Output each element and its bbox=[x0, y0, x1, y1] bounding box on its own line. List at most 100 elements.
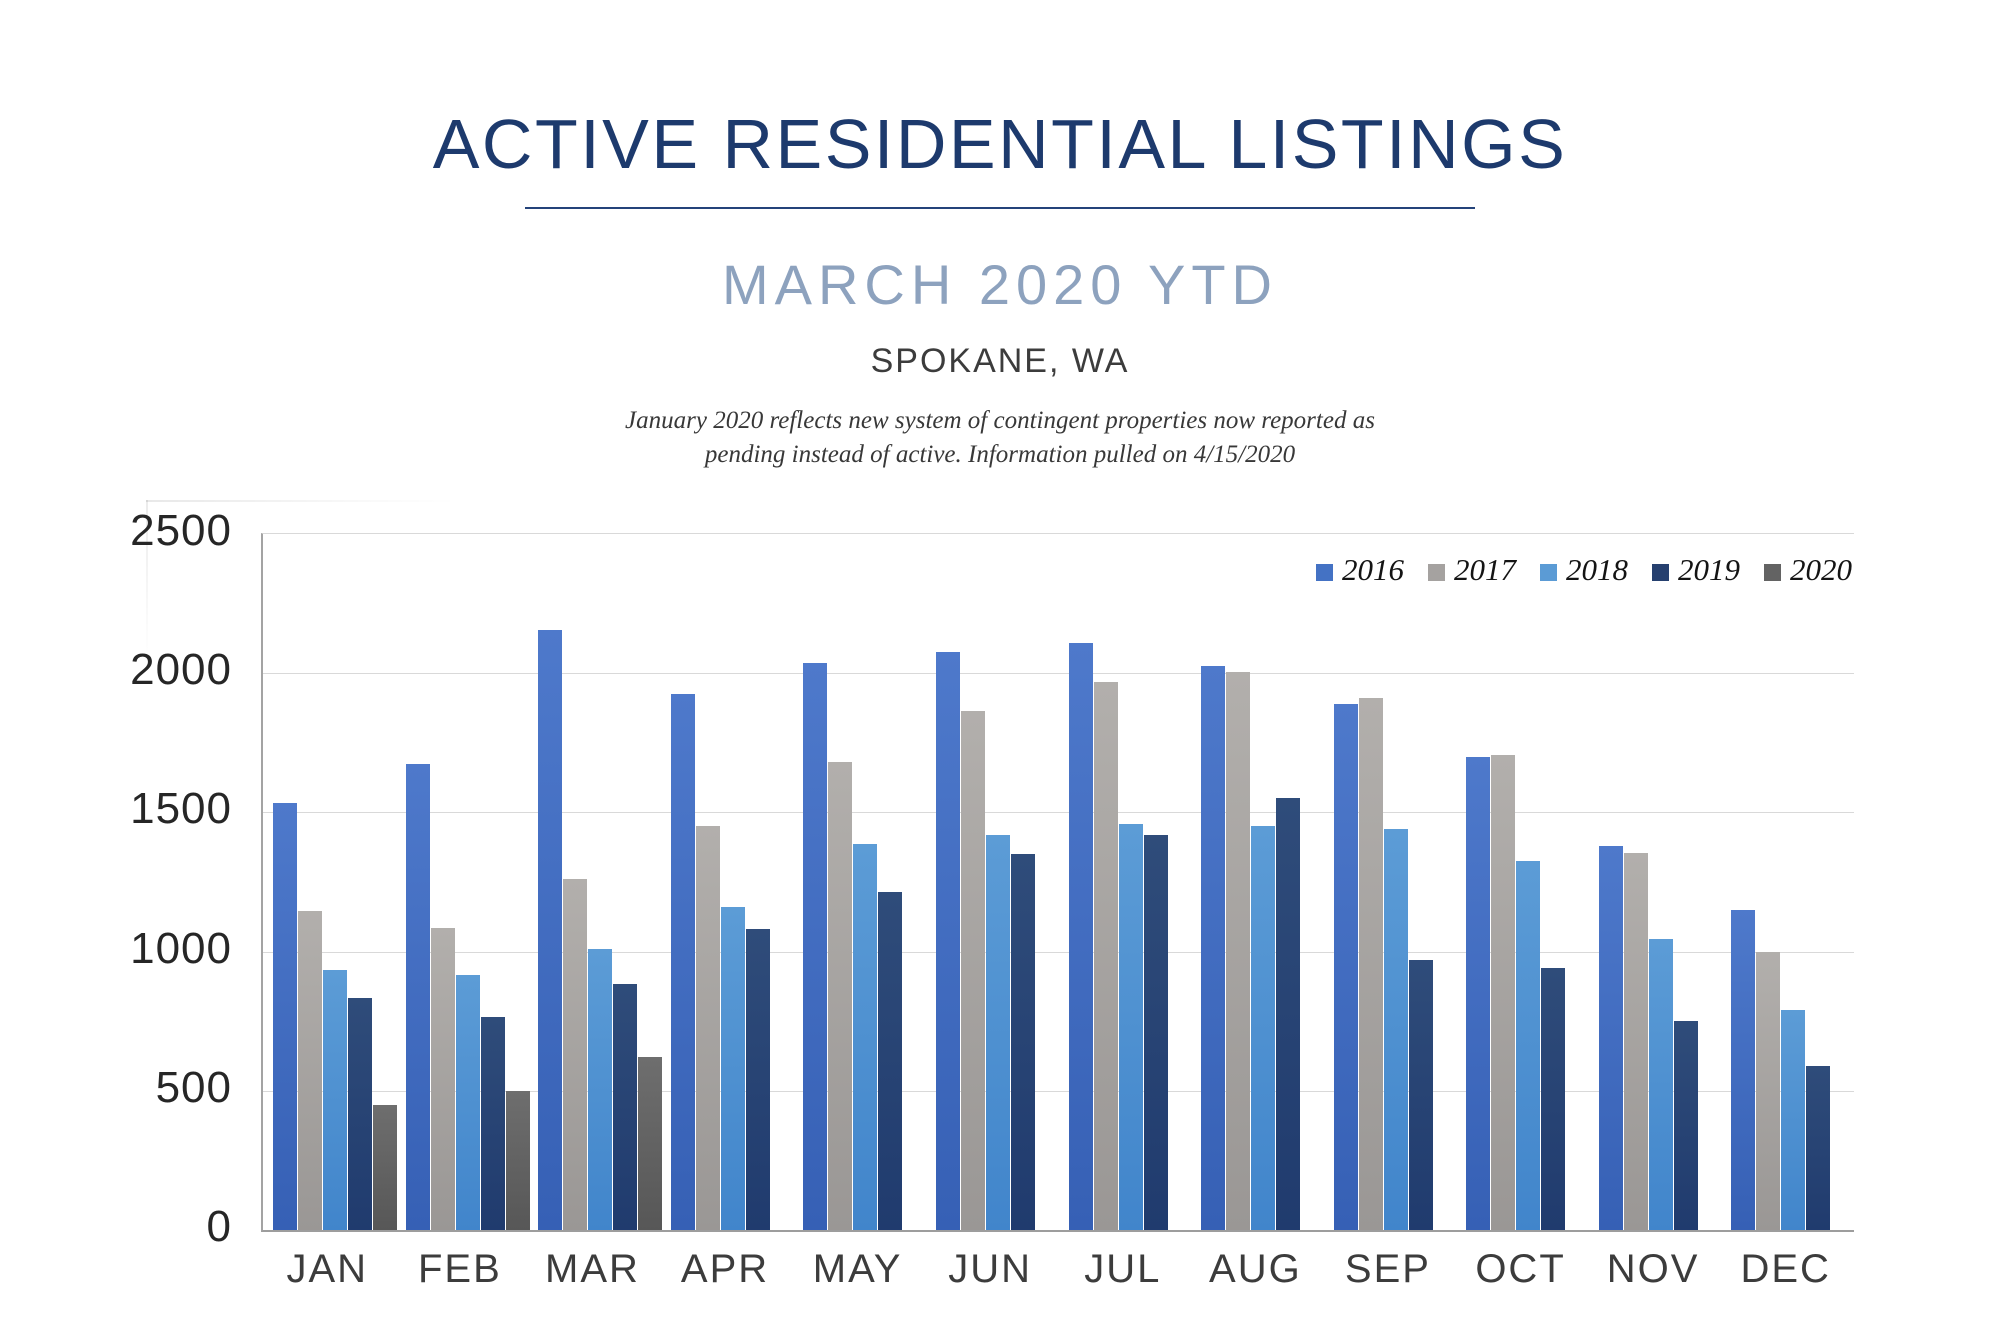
bar-2018-oct bbox=[1516, 861, 1541, 1230]
bar-2017-nov bbox=[1623, 852, 1648, 1230]
y-tick-label-1500: 1500 bbox=[130, 784, 232, 834]
title-underline bbox=[525, 207, 1475, 209]
bar-2019-oct bbox=[1541, 968, 1566, 1230]
legend-label-2017: 2017 bbox=[1454, 552, 1516, 587]
gridline-1500 bbox=[263, 812, 1854, 814]
chart-legend: 2016 2017 2018 2019 2020 bbox=[1316, 552, 1852, 588]
bar-2017-feb bbox=[430, 927, 455, 1230]
bar-group-apr bbox=[661, 534, 794, 1230]
bar-group-may bbox=[793, 534, 926, 1230]
bar-2017-apr bbox=[695, 826, 720, 1230]
bar-2016-nov bbox=[1598, 845, 1623, 1230]
bar-2018-mar bbox=[588, 948, 613, 1230]
bar-2017-jul bbox=[1093, 681, 1118, 1230]
x-tick-label-jul: JUL bbox=[1084, 1247, 1162, 1291]
bar-2016-mar bbox=[538, 630, 563, 1230]
bar-2016-jan bbox=[273, 802, 297, 1230]
bar-group-aug bbox=[1191, 534, 1324, 1230]
bar-2020-feb bbox=[505, 1090, 530, 1230]
bar-2017-dec bbox=[1756, 951, 1781, 1230]
gridline-2000 bbox=[263, 673, 1854, 675]
legend-label-2018: 2018 bbox=[1566, 552, 1628, 587]
bar-2018-feb bbox=[455, 975, 480, 1230]
bar-2016-aug bbox=[1201, 666, 1226, 1230]
bar-group-dec bbox=[1721, 534, 1854, 1230]
subtitle: MARCH 2020 YTD bbox=[721, 253, 1278, 316]
legend-swatch-2019 bbox=[1652, 563, 1669, 581]
gridline-1000 bbox=[263, 951, 1854, 953]
bar-2018-aug bbox=[1251, 826, 1276, 1230]
x-tick-label-oct: OCT bbox=[1475, 1247, 1566, 1291]
bar-2016-apr bbox=[670, 694, 695, 1230]
bar-2017-may bbox=[828, 762, 853, 1230]
bar-2019-apr bbox=[745, 929, 770, 1230]
bar-group-jul bbox=[1059, 534, 1192, 1230]
bar-group-oct bbox=[1456, 534, 1589, 1230]
bar-2017-aug bbox=[1226, 671, 1251, 1230]
bar-2018-may bbox=[853, 844, 878, 1230]
x-tick-label-sep: SEP bbox=[1344, 1247, 1431, 1291]
faint-textbox-edge-vertical bbox=[146, 500, 148, 660]
bar-2020-mar bbox=[638, 1057, 663, 1230]
bar-group-jun bbox=[926, 534, 1059, 1230]
bar-group-jan bbox=[263, 534, 397, 1230]
bar-2018-apr bbox=[720, 907, 745, 1230]
y-tick-label-1000: 1000 bbox=[130, 923, 232, 973]
legend-label-2016: 2016 bbox=[1342, 552, 1404, 587]
bar-2019-nov bbox=[1673, 1021, 1698, 1230]
x-tick-label-mar: MAR bbox=[545, 1247, 640, 1291]
bar-2017-oct bbox=[1491, 755, 1516, 1230]
footnote: January 2020 reflects new system of cont… bbox=[0, 404, 2000, 472]
bar-2020-jan bbox=[373, 1104, 397, 1230]
bar-2016-dec bbox=[1731, 909, 1756, 1230]
y-tick-label-2500: 2500 bbox=[130, 506, 232, 555]
bar-2019-jan bbox=[348, 997, 372, 1230]
footnote-line-2: pending instead of active. Information p… bbox=[704, 441, 1296, 468]
plot-area bbox=[261, 533, 1854, 1232]
bar-2016-jun bbox=[935, 652, 960, 1230]
bar-group-mar bbox=[528, 534, 663, 1230]
bar-2018-nov bbox=[1648, 939, 1673, 1230]
y-tick-label-500: 500 bbox=[155, 1062, 232, 1112]
bar-2017-jun bbox=[960, 710, 985, 1230]
gridline-500 bbox=[263, 1090, 1854, 1092]
bar-2016-jul bbox=[1068, 642, 1093, 1230]
legend-swatch-2017 bbox=[1428, 563, 1445, 581]
x-tick-label-dec: DEC bbox=[1740, 1247, 1831, 1291]
bar-2019-jun bbox=[1010, 854, 1035, 1230]
bar-2017-mar bbox=[563, 879, 588, 1230]
bar-group-sep bbox=[1324, 534, 1457, 1230]
legend-item-2016: 2016 bbox=[1316, 552, 1404, 588]
bar-2018-jul bbox=[1118, 823, 1143, 1230]
x-tick-label-jun: JUN bbox=[948, 1247, 1033, 1291]
y-tick-label-0: 0 bbox=[206, 1202, 232, 1251]
legend-swatch-2016 bbox=[1316, 563, 1333, 581]
bar-2017-sep bbox=[1358, 698, 1383, 1230]
bar-2018-sep bbox=[1383, 829, 1408, 1230]
x-tick-label-nov: NOV bbox=[1606, 1247, 1700, 1291]
bar-2019-sep bbox=[1408, 959, 1433, 1230]
legend-item-2018: 2018 bbox=[1540, 552, 1628, 588]
bar-2016-oct bbox=[1466, 756, 1491, 1230]
x-tick-label-apr: APR bbox=[680, 1247, 770, 1291]
bar-2017-jan bbox=[298, 911, 322, 1230]
footnote-line-1: January 2020 reflects new system of cont… bbox=[625, 407, 1375, 434]
x-tick-label-jan: JAN bbox=[286, 1247, 369, 1291]
bar-2019-dec bbox=[1806, 1065, 1831, 1230]
bar-2016-sep bbox=[1333, 703, 1358, 1230]
bar-2016-may bbox=[803, 663, 828, 1230]
bar-2018-jan bbox=[323, 969, 347, 1230]
bar-2018-jun bbox=[985, 834, 1010, 1230]
x-tick-label-feb: FEB bbox=[417, 1247, 502, 1291]
bar-2019-aug bbox=[1276, 798, 1301, 1230]
legend-item-2019: 2019 bbox=[1652, 552, 1740, 588]
bar-2019-may bbox=[878, 891, 903, 1230]
bar-2019-mar bbox=[613, 983, 638, 1230]
legend-item-2017: 2017 bbox=[1428, 552, 1516, 588]
faint-textbox-edge-horizontal bbox=[146, 500, 458, 502]
legend-label-2020: 2020 bbox=[1790, 552, 1852, 587]
page-title: ACTIVE RESIDENTIAL LISTINGS bbox=[432, 105, 1568, 183]
legend-item-2020: 2020 bbox=[1764, 552, 1852, 588]
bar-group-nov bbox=[1589, 534, 1722, 1230]
